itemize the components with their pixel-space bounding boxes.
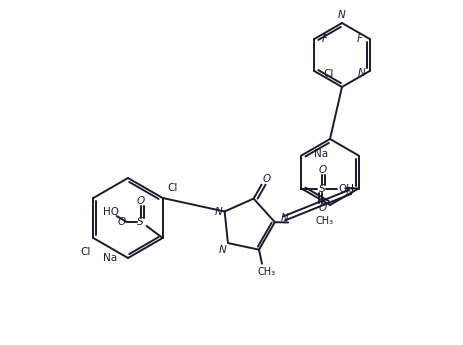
- Text: HO: HO: [103, 207, 119, 217]
- Text: N: N: [219, 245, 227, 255]
- Text: N: N: [345, 187, 353, 197]
- Text: N: N: [358, 68, 366, 78]
- Text: N: N: [338, 10, 346, 20]
- Text: Cl: Cl: [80, 247, 91, 257]
- Text: Cl: Cl: [323, 69, 333, 79]
- Text: Cl: Cl: [168, 183, 178, 193]
- Text: O: O: [118, 217, 125, 227]
- Text: O: O: [319, 165, 326, 175]
- Text: N: N: [280, 214, 288, 224]
- Text: N: N: [215, 207, 223, 217]
- Text: S: S: [138, 217, 144, 227]
- Text: Na: Na: [314, 148, 328, 158]
- Text: F: F: [321, 34, 327, 44]
- Text: OH: OH: [338, 184, 354, 194]
- Text: O: O: [137, 196, 145, 206]
- Text: Na: Na: [103, 253, 117, 263]
- Text: F: F: [357, 34, 363, 44]
- Text: CH₃: CH₃: [316, 216, 334, 226]
- Text: CH₃: CH₃: [258, 267, 276, 277]
- Text: S: S: [319, 184, 326, 194]
- Text: O: O: [263, 174, 271, 184]
- Text: O: O: [319, 203, 326, 213]
